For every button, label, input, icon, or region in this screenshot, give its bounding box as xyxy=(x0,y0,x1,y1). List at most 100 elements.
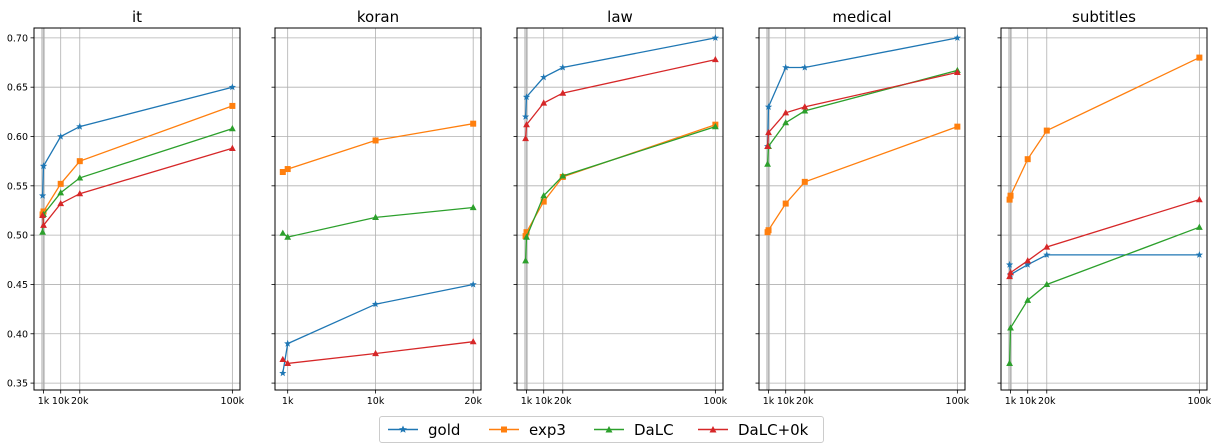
panel-title: subtitles xyxy=(1072,8,1136,26)
x-tick-label: 100k xyxy=(1188,396,1212,407)
x-tick-label: 10k xyxy=(52,396,70,407)
series-dalc xyxy=(39,125,236,235)
data-point-gold xyxy=(76,122,84,130)
data-point-dalc-0k xyxy=(540,99,548,106)
data-point-exp3 xyxy=(954,123,961,130)
series-dalc-0k xyxy=(764,68,961,149)
x-tick-label: 100k xyxy=(946,396,970,407)
series-exp3 xyxy=(279,120,477,176)
series-line-dalc xyxy=(766,69,958,165)
data-point-exp3 xyxy=(1024,156,1031,163)
data-point-gold xyxy=(1006,260,1014,268)
data-point-dalc xyxy=(1007,324,1014,331)
data-point-dalc-0k xyxy=(764,142,771,149)
plot-frame xyxy=(33,27,241,391)
data-point-dalc xyxy=(782,119,790,126)
panel-title: law xyxy=(607,8,633,26)
data-point-dalc xyxy=(57,189,65,196)
x-tick-label: 20k xyxy=(464,396,482,407)
data-point-dalc-0k xyxy=(1024,257,1032,264)
data-point-dalc xyxy=(372,213,379,220)
plot-frame xyxy=(274,27,482,391)
x-tick-label: 10k xyxy=(535,396,553,407)
series-line-dalc xyxy=(524,125,716,261)
series-line-dalc xyxy=(1008,226,1200,364)
data-point-dalc-0k xyxy=(40,221,47,228)
legend-item-gold: gold xyxy=(386,417,460,442)
data-point-dalc xyxy=(540,192,548,199)
series-line-dalc-0k xyxy=(282,341,474,365)
legend-label-gold: gold xyxy=(428,421,461,439)
data-point-dalc-0k xyxy=(782,109,790,116)
data-point-dalc-0k xyxy=(765,128,772,136)
data-point-exp3 xyxy=(801,178,808,185)
series-line-gold xyxy=(41,86,233,196)
panel-title: koran xyxy=(357,8,399,26)
data-point-dalc-0k xyxy=(523,121,530,128)
data-point-dalc xyxy=(1024,296,1032,303)
data-point-dalc-0k xyxy=(469,338,477,345)
y-tick-label: 0.70 xyxy=(7,33,28,44)
series-dalc-0k xyxy=(1006,196,1203,280)
data-point-exp3 xyxy=(229,102,236,109)
data-point-dalc-0k xyxy=(39,211,46,219)
series-line-gold xyxy=(524,37,716,117)
y-tick-label: 0.45 xyxy=(7,280,28,291)
data-point-dalc-0k xyxy=(801,103,809,110)
data-point-dalc xyxy=(284,233,292,240)
data-point-exp3 xyxy=(1043,127,1050,134)
x-tick-label: 20k xyxy=(71,396,89,407)
series-exp3 xyxy=(1006,54,1203,203)
data-point-exp3 xyxy=(279,169,286,176)
legend-marker-dalc-0k xyxy=(698,426,728,433)
data-point-dalc-0k xyxy=(76,190,84,197)
x-tick-label: 1k xyxy=(282,396,294,407)
legend: gold exp3 DaLC DaLC+0k xyxy=(379,416,824,443)
data-point-gold xyxy=(228,83,236,91)
series-line-gold xyxy=(1008,254,1200,276)
data-point-exp3 xyxy=(765,227,772,234)
data-point-gold xyxy=(522,93,531,101)
series-dalc-0k xyxy=(279,338,477,366)
y-tick-label: 0.60 xyxy=(7,132,28,143)
data-point-gold xyxy=(953,34,961,41)
legend-item-exp3: exp3 xyxy=(487,417,566,442)
panel-title: medical xyxy=(832,8,891,26)
data-point-gold xyxy=(469,280,477,288)
data-point-gold xyxy=(801,63,809,71)
data-point-exp3 xyxy=(57,180,64,187)
data-point-gold xyxy=(782,63,790,71)
data-point-dalc-0k xyxy=(279,355,287,363)
x-tick-label: 20k xyxy=(1038,396,1056,407)
series-line-exp3 xyxy=(767,125,958,233)
panel-koran: 1k 10k 20k koran xyxy=(271,8,482,407)
data-point-dalc-0k xyxy=(1006,272,1013,280)
y-tick-label: 0.35 xyxy=(7,379,28,390)
data-point-gold xyxy=(371,300,380,308)
data-point-dalc xyxy=(711,123,719,130)
data-point-gold xyxy=(540,73,548,81)
data-point-gold xyxy=(57,132,65,140)
series-line-exp3 xyxy=(1008,57,1200,200)
series-exp3 xyxy=(39,102,236,218)
x-tick-label: 100k xyxy=(221,396,245,407)
legend-label-dalc-0k: DaLC+0k xyxy=(738,421,809,439)
data-point-dalc xyxy=(522,257,529,264)
series-dalc xyxy=(279,203,477,240)
x-tick-label: 10k xyxy=(1019,396,1037,407)
series-line-gold xyxy=(282,283,474,374)
data-point-dalc xyxy=(1043,280,1051,288)
data-point-gold xyxy=(559,63,567,71)
data-point-dalc xyxy=(801,107,809,114)
data-point-dalc xyxy=(1195,223,1203,230)
data-point-dalc-0k xyxy=(522,134,529,142)
x-tick-label: 20k xyxy=(796,396,814,407)
series-dalc-0k xyxy=(39,144,236,228)
series-line-exp3 xyxy=(524,124,716,237)
legend-item-dalc: DaLC xyxy=(592,417,674,442)
series-gold xyxy=(39,83,236,199)
series-line-dalc xyxy=(41,127,233,233)
data-point-dalc-0k xyxy=(953,68,961,75)
data-point-dalc xyxy=(39,228,46,235)
